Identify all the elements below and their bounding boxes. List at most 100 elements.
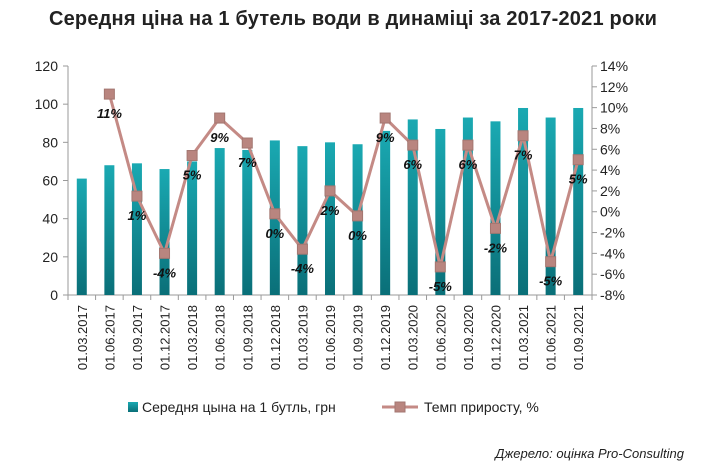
growth-marker: [214, 112, 226, 124]
x-tick-label: 01.12.2019: [378, 305, 393, 370]
growth-data-label: 7%: [514, 148, 533, 163]
growth-data-label: 0%: [348, 228, 367, 243]
growth-marker: [186, 150, 198, 162]
x-tick-label: 01.09.2018: [240, 305, 255, 370]
legend-line-label: Темп приросту, %: [424, 399, 539, 415]
y-right-tick-label: 4%: [600, 162, 620, 178]
growth-data-label: 11%: [97, 106, 122, 121]
y-right-tick-label: -6%: [600, 266, 625, 282]
bar: [76, 178, 87, 295]
legend-bar-label: Середня цына на 1 бутль, грн: [142, 399, 336, 415]
bar: [104, 165, 115, 295]
bar: [490, 121, 501, 295]
growth-marker: [572, 154, 584, 166]
growth-marker: [159, 247, 171, 259]
growth-marker: [131, 190, 143, 202]
growth-marker: [545, 256, 557, 268]
tick-labels: 0 20 40 60 80 100 120 -8% -6% -4% -2% 0% 2% 4% 6% 8% 10%…: [35, 58, 628, 370]
growth-line: [107, 93, 580, 269]
bar: [187, 161, 198, 295]
growth-data-label: -5%: [539, 274, 563, 289]
growth-data-label: 9%: [376, 130, 395, 145]
y-right-tick-label: 12%: [600, 79, 628, 95]
y-left-tick-label: 0: [50, 287, 58, 303]
x-tick-label: 01.03.2020: [406, 305, 421, 370]
bar: [462, 117, 473, 296]
y-right-tick-label: 10%: [600, 100, 628, 116]
legend-line-marker: [394, 401, 406, 413]
growth-marker: [352, 210, 364, 222]
y-left-tick-label: 20: [42, 249, 58, 265]
bar: [214, 148, 225, 295]
growth-marker: [269, 208, 281, 220]
growth-marker: [407, 139, 419, 151]
x-tick-label: 01.09.2020: [461, 305, 476, 370]
bar: [297, 146, 308, 295]
growth-data-label: 7%: [238, 155, 257, 170]
x-tick-label: 01.12.2018: [268, 305, 283, 370]
growth-data-label: 6%: [458, 157, 477, 172]
growth-marker: [324, 185, 336, 197]
y-right-tick-label: 0%: [600, 204, 620, 220]
y-right-tick-label: 6%: [600, 141, 620, 157]
x-tick-label: 01.06.2017: [102, 305, 117, 370]
y-right-tick-label: 14%: [600, 58, 628, 74]
y-left-tick-label: 60: [42, 173, 58, 189]
bar: [380, 130, 391, 295]
growth-marker: [462, 139, 474, 151]
x-tick-label: 01.06.2018: [213, 305, 228, 370]
bar: [407, 119, 418, 295]
growth-data-label: -4%: [291, 261, 315, 276]
growth-marker: [103, 88, 115, 100]
growth-marker: [241, 137, 253, 149]
bar: [573, 107, 584, 295]
x-tick-label: 01.09.2017: [130, 305, 145, 370]
y-right-tick-label: 2%: [600, 183, 620, 199]
growth-marker: [296, 243, 308, 255]
y-left-tick-label: 40: [42, 211, 58, 227]
x-tick-label: 01.12.2017: [158, 305, 173, 370]
bar: [242, 149, 253, 295]
x-tick-label: 01.03.2019: [295, 305, 310, 370]
y-left-tick-label: 100: [35, 96, 59, 112]
bar: [518, 107, 529, 295]
legend: Середня цына на 1 бутль, грн Темп прирос…: [128, 399, 539, 415]
y-left-tick-label: 80: [42, 134, 58, 150]
growth-data-label: -2%: [484, 240, 508, 255]
x-tick-label: 01.09.2021: [571, 305, 586, 370]
x-tick-label: 01.06.2021: [544, 305, 559, 370]
growth-data-label: -4%: [153, 265, 177, 280]
growth-marker: [434, 261, 446, 273]
y-right-tick-label: -2%: [600, 225, 625, 241]
bar: [545, 117, 556, 296]
growth-data-label: 1%: [128, 208, 147, 223]
x-tick-label: 01.06.2019: [323, 305, 338, 370]
y-right-tick-label: 8%: [600, 120, 620, 136]
x-tick-label: 01.03.2018: [185, 305, 200, 370]
growth-data-label: 5%: [569, 172, 588, 187]
legend-bar-swatch: [128, 402, 138, 412]
line-series: 11% 1% -4% 5% 9% 7% 0% -4% 2% 0% 9% 6% -5% 6% -2% 7% -5%…: [97, 88, 588, 294]
x-tick-label: 01.03.2017: [75, 305, 90, 370]
chart-title: Середня ціна на 1 бутель води в динаміці…: [48, 8, 658, 30]
growth-data-label: 9%: [210, 130, 229, 145]
growth-marker: [489, 222, 501, 234]
source-note: Джерело: оцінка Pro-Consulting: [495, 446, 684, 461]
growth-data-label: 2%: [320, 203, 340, 218]
x-tick-label: 01.03.2021: [516, 305, 531, 370]
x-tick-label: 01.06.2020: [433, 305, 448, 370]
growth-marker: [379, 112, 391, 124]
x-tick-label: 01.09.2019: [351, 305, 366, 370]
bar: [325, 142, 335, 295]
y-right-tick-label: -4%: [600, 245, 625, 261]
growth-marker: [517, 130, 529, 142]
y-right-tick-label: -8%: [600, 287, 625, 303]
growth-data-label: 5%: [183, 168, 202, 183]
y-left-tick-label: 120: [35, 58, 59, 74]
bar: [131, 163, 142, 295]
bar: [159, 169, 170, 295]
bar: [435, 128, 446, 295]
growth-data-label: 6%: [403, 157, 422, 172]
x-tick-label: 01.12.2020: [488, 305, 503, 370]
